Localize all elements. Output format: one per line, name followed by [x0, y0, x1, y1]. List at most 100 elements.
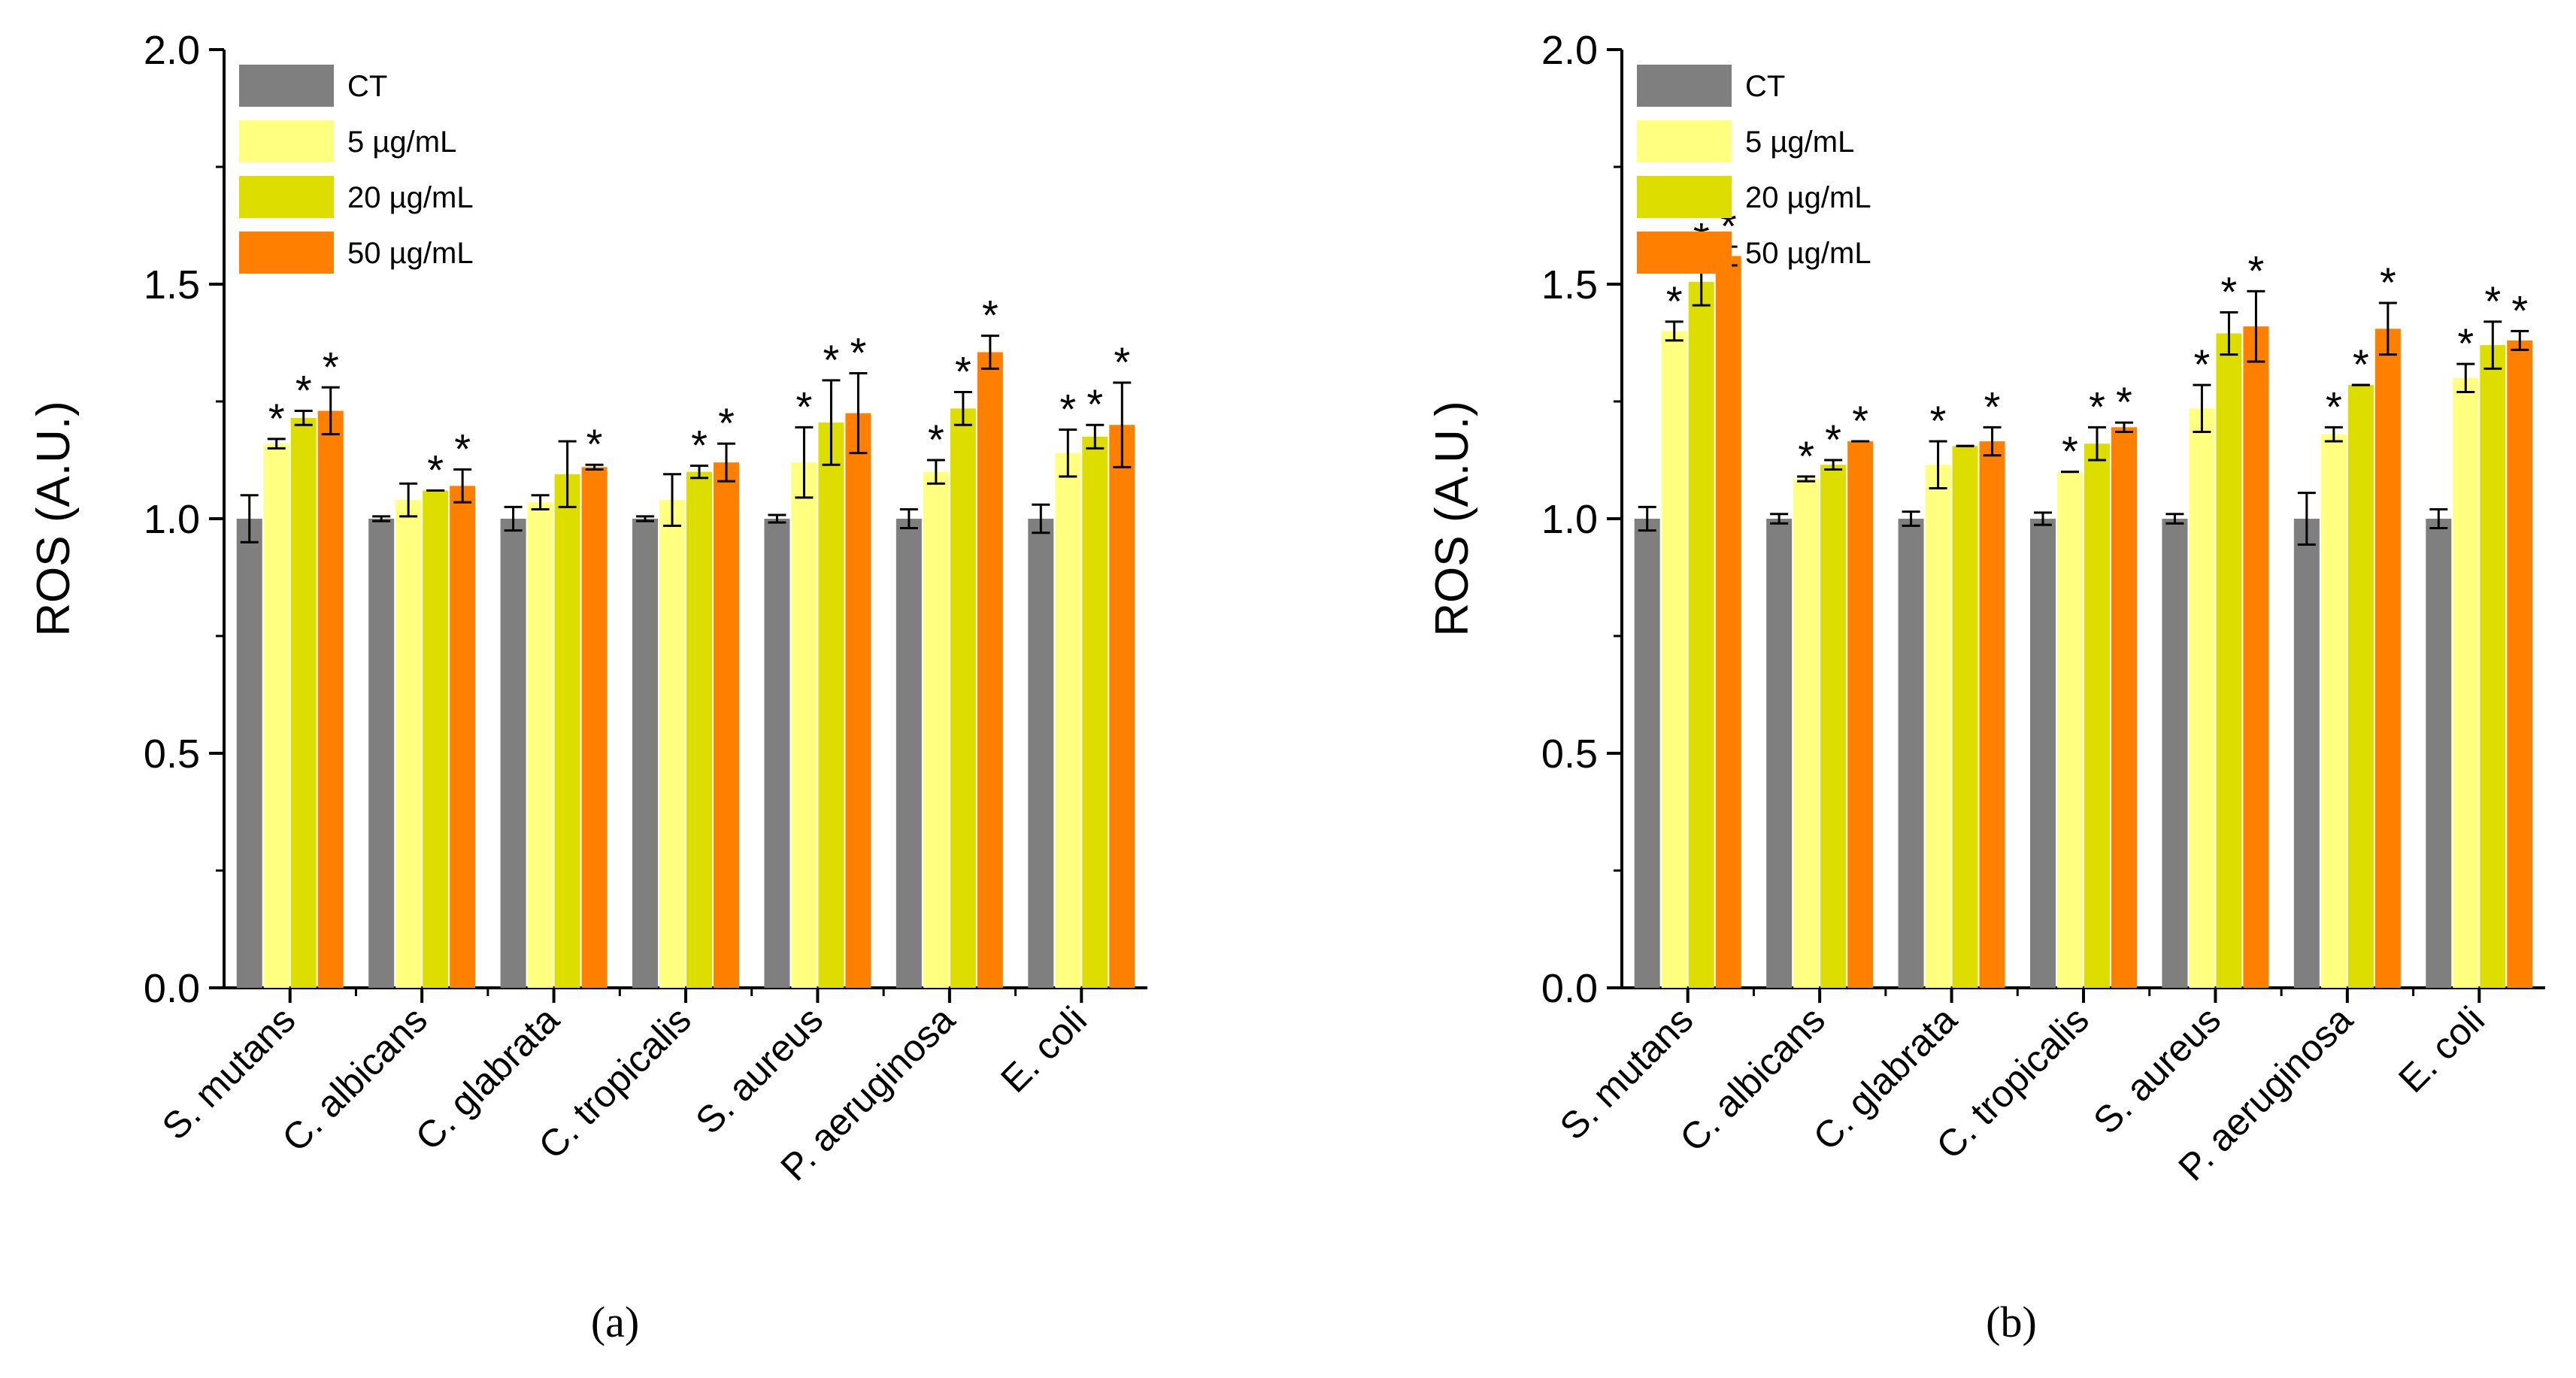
bar-5-ug-ml-e-coli — [2453, 377, 2479, 988]
bar-20-ug-ml-c-glabrata — [554, 474, 580, 988]
y-tick-label: 1.0 — [1541, 497, 1598, 542]
bar-20-ug-ml-e-coli — [1082, 436, 1108, 988]
bar-20-ug-ml-e-coli — [2480, 345, 2506, 988]
significance-asterisk: * — [1086, 380, 1103, 428]
bar-50-ug-ml-c-tropicalis — [714, 462, 739, 988]
bar-5-ug-ml-p-aeruginosa — [2320, 434, 2347, 988]
bar-50-ug-ml-p-aeruginosa — [2374, 329, 2401, 988]
significance-asterisk: * — [2457, 320, 2474, 367]
significance-asterisk: * — [2221, 268, 2238, 315]
bar-20-ug-ml-c-glabrata — [1952, 446, 1978, 988]
significance-asterisk: * — [1984, 383, 2001, 430]
x-tick-label: E. coli — [2390, 998, 2493, 1101]
panel-label: (b) — [1986, 1298, 2037, 1346]
legend-swatch-20-ug-ml — [1637, 176, 1732, 218]
significance-asterisk: * — [2089, 383, 2105, 430]
legend-swatch-50-ug-ml — [1637, 232, 1732, 274]
y-tick-label: 0.5 — [144, 731, 200, 777]
significance-asterisk: * — [2353, 341, 2369, 388]
bar-5-ug-ml-c-tropicalis — [2057, 471, 2083, 988]
significance-asterisk: * — [454, 425, 471, 472]
y-tick-label: 2.0 — [1541, 28, 1598, 73]
legend-label-50-ug-ml: 50 µg/mL — [1745, 237, 1871, 270]
bar-5-ug-ml-s-aureus — [2189, 408, 2215, 988]
bar-50-ug-ml-e-coli — [1109, 425, 1135, 988]
bar-5-ug-ml-c-albicans — [1793, 478, 1820, 988]
bar-20-ug-ml-p-aeruginosa — [950, 408, 976, 988]
bar-50-ug-ml-e-coli — [2507, 340, 2533, 988]
y-axis-label: ROS (A.U.) — [1426, 401, 1478, 636]
y-tick-label: 1.5 — [1541, 262, 1598, 307]
bar-50-ug-ml-s-mutans — [1715, 256, 1741, 988]
legend-swatch-5-ug-ml — [239, 120, 334, 162]
x-tick-label: S. aureus — [2085, 998, 2229, 1142]
bar-20-ug-ml-c-albicans — [423, 490, 449, 988]
x-tick-label: S. aureus — [687, 998, 831, 1142]
bar-5-ug-ml-c-glabrata — [527, 502, 553, 988]
bar-20-ug-ml-c-tropicalis — [686, 471, 712, 988]
bar-20-ug-ml-s-mutans — [1688, 281, 1714, 988]
y-tick-label: 0.0 — [144, 966, 200, 1011]
legend-swatch-5-ug-ml — [1637, 120, 1732, 162]
panel-label: (a) — [591, 1298, 639, 1346]
legend-swatch-ct — [239, 65, 334, 107]
bar-50-ug-ml-s-mutans — [317, 410, 344, 988]
y-tick-label: 1.0 — [144, 497, 200, 542]
bar-5-ug-ml-c-tropicalis — [659, 500, 685, 988]
significance-asterisk: * — [928, 416, 944, 463]
significance-asterisk: * — [1852, 397, 1868, 444]
bar-ct-c-albicans — [1766, 519, 1793, 988]
y-tick-label: 1.5 — [144, 262, 200, 307]
bar-20-ug-ml-c-albicans — [1820, 465, 1847, 988]
bar-5-ug-ml-p-aeruginosa — [923, 471, 949, 988]
significance-asterisk: * — [2511, 286, 2528, 334]
significance-asterisk: * — [427, 447, 444, 494]
significance-asterisk: * — [691, 421, 708, 468]
bar-5-ug-ml-s-mutans — [263, 444, 289, 988]
legend-label-50-ug-ml: 50 µg/mL — [347, 237, 474, 270]
bar-ct-c-tropicalis — [2030, 519, 2056, 988]
y-tick-label: 0.0 — [1541, 966, 1598, 1011]
bar-50-ug-ml-c-glabrata — [1979, 441, 2005, 988]
bar-50-ug-ml-s-aureus — [845, 413, 871, 988]
bar-ct-p-aeruginosa — [896, 519, 922, 988]
bar-5-ug-ml-c-glabrata — [1925, 465, 1951, 988]
significance-asterisk: * — [718, 399, 735, 447]
bar-20-ug-ml-p-aeruginosa — [2347, 385, 2374, 988]
legend-label-20-ug-ml: 20 µg/mL — [347, 181, 474, 214]
significance-asterisk: * — [323, 343, 339, 390]
bar-50-ug-ml-c-tropicalis — [2111, 427, 2137, 988]
bar-20-ug-ml-s-aureus — [818, 422, 844, 988]
significance-asterisk: * — [1059, 385, 1076, 432]
bar-5-ug-ml-s-mutans — [1661, 331, 1687, 988]
bar-ct-c-glabrata — [1898, 519, 1924, 988]
bar-ct-s-mutans — [236, 519, 262, 988]
significance-asterisk: * — [796, 383, 813, 430]
bar-ct-c-albicans — [368, 519, 395, 988]
significance-asterisk: * — [2062, 428, 2078, 475]
bar-50-ug-ml-s-aureus — [2243, 326, 2269, 988]
significance-asterisk: * — [2194, 341, 2211, 388]
legend-swatch-20-ug-ml — [239, 176, 334, 218]
bar-ct-e-coli — [1028, 519, 1054, 988]
bar-ct-s-mutans — [1634, 519, 1660, 988]
y-tick-label: 2.0 — [144, 28, 200, 73]
bar-5-ug-ml-c-albicans — [395, 500, 422, 988]
significance-asterisk: * — [2380, 259, 2396, 306]
significance-asterisk: * — [2116, 378, 2132, 426]
legend-label-5-ug-ml: 5 µg/mL — [347, 126, 456, 159]
bar-50-ug-ml-c-albicans — [450, 486, 476, 988]
legend-swatch-ct — [1637, 65, 1732, 107]
significance-asterisk: * — [2326, 383, 2342, 430]
significance-asterisk: * — [982, 292, 999, 339]
significance-asterisk: * — [586, 420, 603, 468]
bar-50-ug-ml-p-aeruginosa — [977, 352, 1003, 989]
legend-label-ct: CT — [347, 70, 387, 103]
significance-asterisk: * — [1930, 397, 1947, 444]
significance-asterisk: * — [1666, 277, 1683, 325]
significance-asterisk: * — [2484, 277, 2501, 325]
bar-50-ug-ml-c-glabrata — [581, 467, 608, 988]
